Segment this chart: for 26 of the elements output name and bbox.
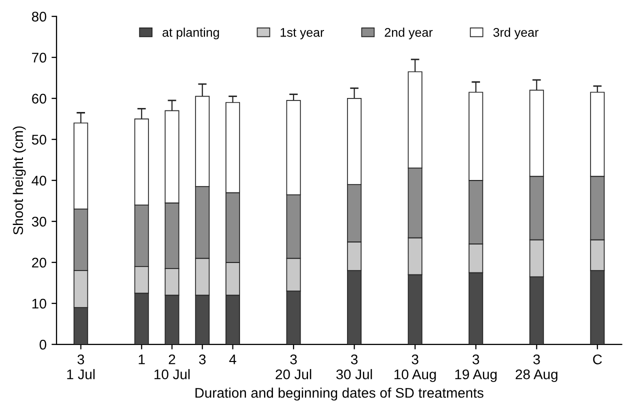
x-tick-label: 3 28 Aug bbox=[516, 354, 558, 382]
x-tick-label: 3 20 Jul bbox=[276, 354, 312, 380]
x-tick-label: 2 10 Jul bbox=[154, 354, 190, 380]
y-tick-label: 30 bbox=[32, 216, 46, 227]
y-tick-label: 40 bbox=[32, 176, 46, 186]
legend-label: 1st year bbox=[280, 28, 324, 40]
y-tick-label: 60 bbox=[32, 94, 46, 104]
x-tick-label: 3 19 Aug bbox=[455, 354, 497, 382]
y-tick-label: 80 bbox=[32, 12, 46, 22]
y-tick-label: 50 bbox=[32, 134, 46, 145]
x-tick-label: C bbox=[593, 354, 602, 364]
legend-label: at planting bbox=[162, 28, 219, 40]
y-tick-label: 20 bbox=[32, 258, 46, 268]
x-axis-title: Duration and beginning dates of SD treatments bbox=[196, 388, 484, 401]
y-tick-label: 70 bbox=[32, 52, 46, 63]
y-tick-label: 10 bbox=[32, 298, 46, 309]
legend-label: 3rd year bbox=[493, 28, 538, 40]
x-tick-label: 4 bbox=[229, 354, 236, 364]
y-tick-label: 0 bbox=[40, 340, 46, 350]
x-tick-label: 3 bbox=[199, 354, 206, 364]
x-tick-label: 3 1 Jul bbox=[67, 354, 95, 380]
y-axis-title: Shoot height (cm) bbox=[12, 126, 26, 235]
x-tick-label: 3 30 Jul bbox=[336, 354, 372, 380]
legend-label: 2nd year bbox=[384, 28, 433, 40]
x-tick-label: 3 10 Aug bbox=[394, 354, 436, 382]
x-tick-label: 1 bbox=[138, 354, 145, 364]
